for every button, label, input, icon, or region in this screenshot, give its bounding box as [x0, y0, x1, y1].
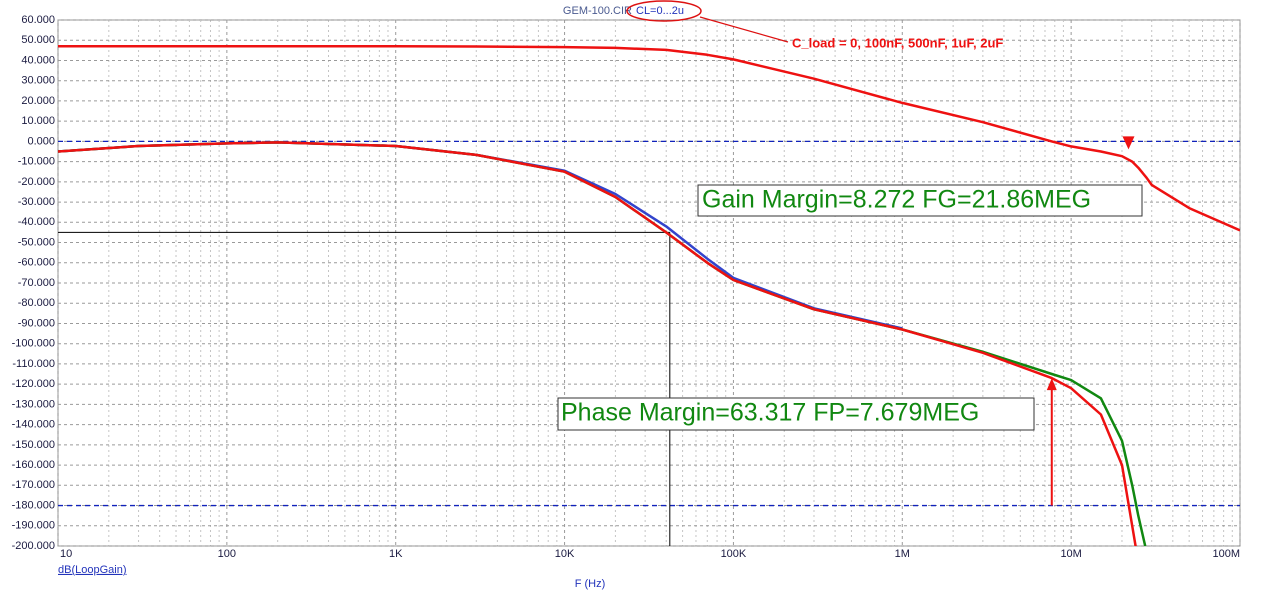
gain-marker — [1122, 136, 1135, 150]
y-tick-label: -120.000 — [12, 378, 55, 390]
x-axis-label: F (Hz) — [575, 578, 606, 590]
y-tick-label: 30.000 — [21, 75, 55, 87]
y-tick-label: -190.000 — [12, 520, 55, 532]
y-tick-label: -130.000 — [12, 398, 55, 410]
series-line — [58, 141, 903, 330]
x-tick-label: 100K — [721, 548, 747, 560]
y-tick-label: 10.000 — [21, 115, 55, 127]
chart-title: GEM-100.CIR — [563, 5, 632, 17]
y-tick-label: -50.000 — [18, 236, 55, 248]
y-tick-label: -180.000 — [12, 499, 55, 511]
y-tick-label: 40.000 — [21, 54, 55, 66]
callout-line — [699, 16, 789, 43]
x-tick-label: 10M — [1060, 548, 1081, 560]
y-tick-label: -60.000 — [18, 257, 55, 269]
annotation: Gain Margin=8.272 FG=21.86MEG — [702, 186, 1091, 214]
y-tick-label: -30.000 — [18, 196, 55, 208]
grid — [57, 19, 1241, 547]
y-tick-label: -80.000 — [18, 297, 55, 309]
highlight-ellipse — [626, 0, 702, 22]
x-tick-label: 10 — [60, 548, 72, 560]
y-tick-label: 60.000 — [21, 14, 55, 26]
y-tick-label: 0.000 — [27, 135, 55, 147]
y-tick-label: -20.000 — [18, 176, 55, 188]
y-tick-label: -170.000 — [12, 479, 55, 491]
y-tick-label: 20.000 — [21, 95, 55, 107]
y-tick-label: -40.000 — [18, 216, 55, 228]
y-tick-label: -70.000 — [18, 277, 55, 289]
annotation-box — [697, 184, 1143, 217]
x-tick-label: 100 — [218, 548, 236, 560]
y-tick-label: -90.000 — [18, 317, 55, 329]
annotation-box — [557, 397, 1035, 431]
x-tick-label: 100M — [1212, 548, 1240, 560]
y-tick-label: -140.000 — [12, 419, 55, 431]
y-tick-label: -100.000 — [12, 338, 55, 350]
y-tick-label: -150.000 — [12, 439, 55, 451]
phase-arrow-head — [1046, 378, 1057, 391]
y-tick-label: -110.000 — [12, 358, 55, 370]
y-tick-label: -160.000 — [12, 459, 55, 471]
y-tick-label: -200.000 — [12, 540, 55, 552]
annotation: Phase Margin=63.317 FP=7.679MEG — [561, 399, 979, 427]
plot-area — [58, 45, 1240, 546]
series-line — [58, 141, 1137, 546]
x-tick-label: 10K — [555, 548, 575, 560]
y-axis-label: dB(LoopGain) — [58, 564, 127, 576]
x-tick-label: 1M — [895, 548, 910, 560]
callout-text: C_load = 0, 100nF, 500nF, 1uF, 2uF — [792, 35, 1003, 50]
y-tick-label: -10.000 — [18, 156, 55, 168]
series-line — [58, 45, 1240, 232]
y-tick-label: 50.000 — [21, 34, 55, 46]
x-tick-label: 1K — [389, 548, 403, 560]
chart-subtitle: CL=0...2u — [636, 5, 684, 17]
